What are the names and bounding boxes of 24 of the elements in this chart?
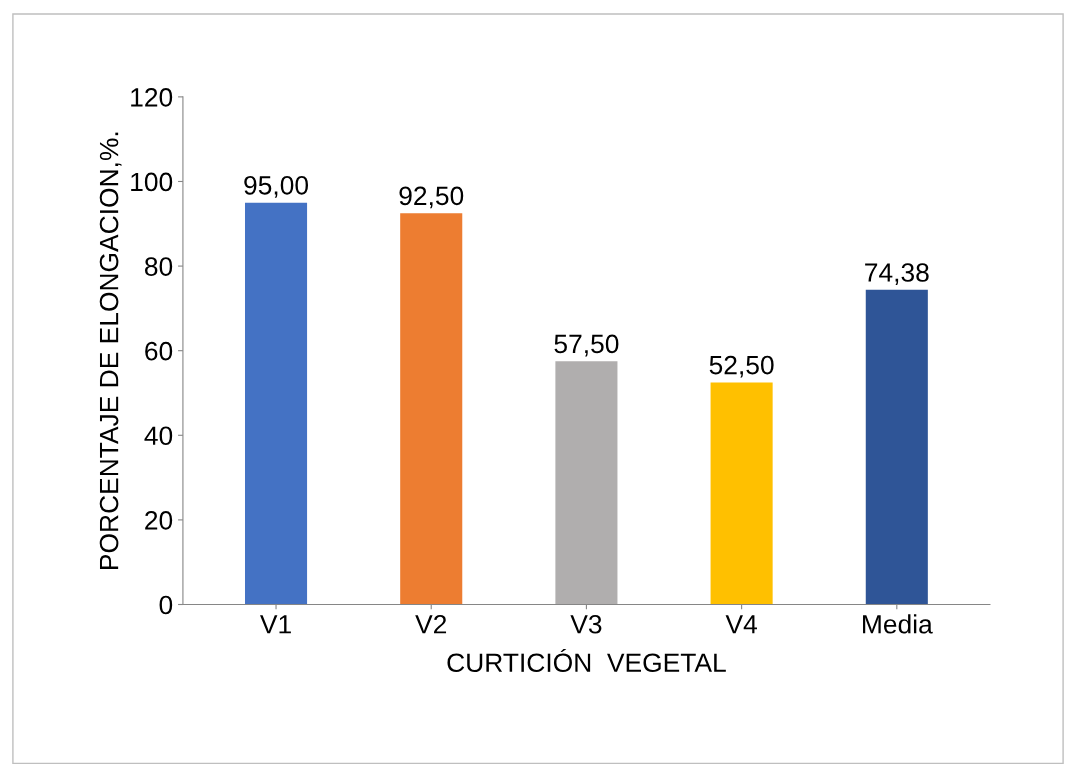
data-label: 95,00 [244,175,309,198]
y-tick-label: 40 [144,426,173,446]
y-tick-label: 100 [131,172,173,192]
bar [555,361,618,605]
y-tick-label: 120 [131,88,173,107]
x-tick-label: V4 [725,615,757,634]
x-tick-label: V2 [415,614,447,634]
bar [400,213,463,605]
data-label: 52,50 [709,355,774,378]
y-tick-label: 0 [159,595,173,615]
bar [865,289,928,605]
bar [710,382,773,605]
x-tick-label: V3 [570,614,602,634]
x-tick-label: Media [863,614,933,634]
y-tick-label: 80 [144,257,173,276]
bar [245,202,308,605]
data-label: 74,38 [865,263,929,285]
x-tick-label: V1 [260,615,291,634]
y-tick-label: 60 [145,341,173,361]
data-label: 92,50 [399,186,464,209]
x-axis-title: CURTICIÓN VEGETAL [447,648,726,673]
y-axis-title: PORCENTAJE DE ELONGACION,%. [99,132,122,569]
data-label: 57,50 [554,334,619,357]
y-tick-label: 20 [145,511,173,530]
